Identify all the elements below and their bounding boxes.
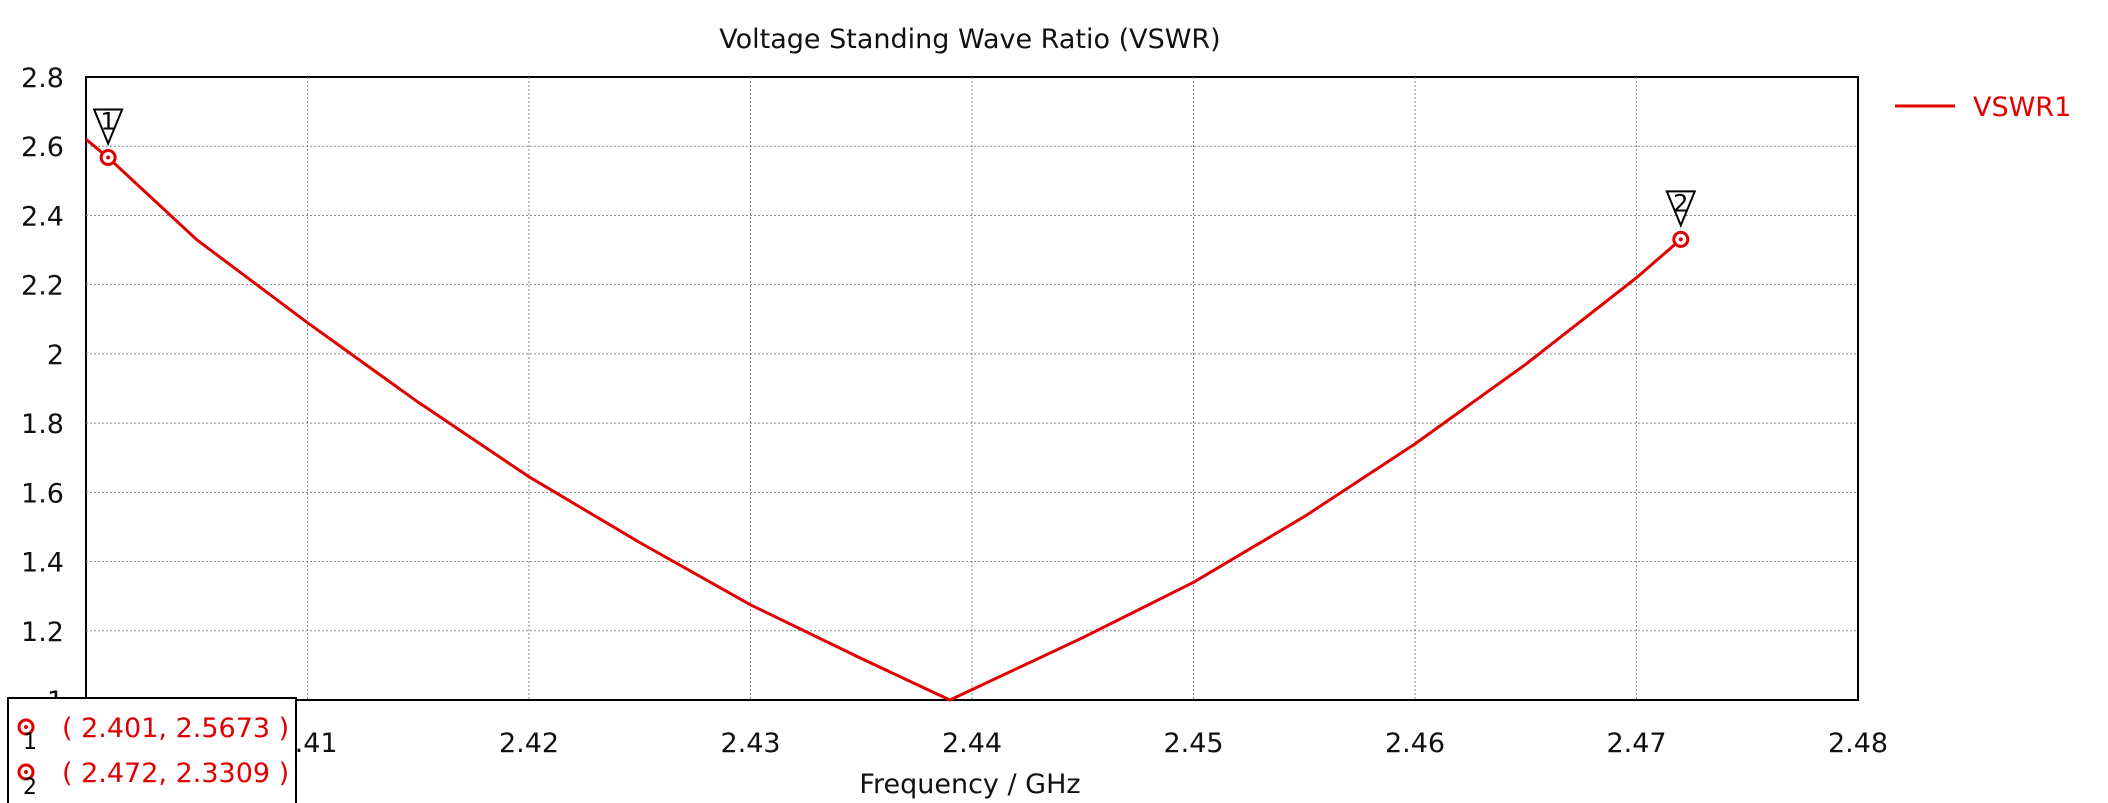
x-tick-label: 2.45 bbox=[1163, 728, 1223, 759]
marker-point-center-2 bbox=[1678, 237, 1683, 242]
y-tick-label: 1.2 bbox=[21, 617, 64, 648]
y-tick-label: 2.4 bbox=[21, 201, 64, 232]
marker-table: 1 ( 2.401, 2.5673 ) 2 ( 2.472, 2.3309 ) bbox=[7, 697, 297, 803]
legend: VSWR1 bbox=[1895, 92, 2071, 123]
legend-label-vswr1: VSWR1 bbox=[1973, 92, 2071, 123]
series-layer bbox=[85, 138, 1682, 702]
x-tick-label: 2.44 bbox=[942, 728, 1002, 759]
marker-flag-label-1: 1 bbox=[101, 108, 116, 136]
y-tick-label: 2.2 bbox=[21, 271, 64, 302]
marker-point-center-1 bbox=[106, 155, 111, 160]
plot-area bbox=[85, 76, 1859, 701]
y-tick-label: 2.8 bbox=[21, 63, 64, 94]
x-tick-label: 2.46 bbox=[1385, 728, 1445, 759]
x-tick-label: 2.42 bbox=[499, 728, 559, 759]
marker-table-box bbox=[7, 697, 297, 803]
marker-table-icon-center-1 bbox=[24, 725, 28, 729]
x-axis-ticks: 2.41 2.42 2.43 2.44 2.45 2.46 2.47 2.48 bbox=[277, 728, 1888, 759]
marker-flag-2 bbox=[1665, 190, 1697, 228]
marker-table-icon-center-2 bbox=[24, 770, 28, 774]
y-tick-label: 1.4 bbox=[21, 548, 64, 579]
y-tick-label: 2 bbox=[47, 340, 64, 371]
x-tick-label: 2.47 bbox=[1606, 728, 1666, 759]
y-tick-label: 1.6 bbox=[21, 478, 64, 509]
marker-layer: 12 bbox=[92, 108, 1697, 248]
x-axis-label: Frequency / GHz bbox=[859, 769, 1080, 800]
x-tick-label: 2.43 bbox=[720, 728, 780, 759]
grid-lines bbox=[86, 77, 1858, 700]
marker-table-value-2: ( 2.472, 2.3309 ) bbox=[62, 758, 289, 789]
series-line-vswr1 bbox=[85, 138, 1682, 702]
x-tick-label: 2.48 bbox=[1828, 728, 1888, 759]
y-tick-label: 1.8 bbox=[21, 409, 64, 440]
marker-flag-1 bbox=[92, 108, 124, 147]
marker-flag-label-2: 2 bbox=[1673, 189, 1688, 217]
y-tick-label: 2.6 bbox=[21, 132, 64, 163]
y-axis-ticks: 11.21.41.61.822.22.42.62.8 bbox=[21, 63, 64, 717]
marker-table-id-2: 2 bbox=[23, 775, 37, 800]
marker-table-id-1: 1 bbox=[23, 730, 37, 755]
chart-title: Voltage Standing Wave Ratio (VSWR) bbox=[719, 24, 1220, 55]
marker-table-value-1: ( 2.401, 2.5673 ) bbox=[62, 713, 289, 744]
